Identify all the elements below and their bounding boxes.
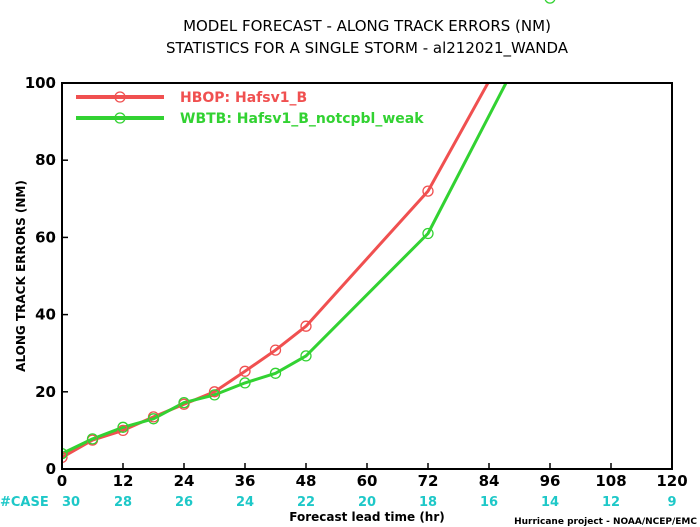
credit-text: Hurricane project - NOAA/NCEP/EMC — [514, 517, 697, 527]
x-tick-label: 36 — [235, 472, 256, 490]
series-0-marker — [62, 451, 68, 464]
legend-marker-wbtb — [114, 112, 126, 124]
case-count: 20 — [358, 495, 376, 510]
series-1-marker — [300, 350, 312, 362]
case-count: 14 — [541, 495, 559, 510]
series-1-marker — [178, 396, 190, 409]
case-count: 18 — [419, 495, 437, 510]
x-tick-label: 96 — [540, 472, 561, 490]
y-tick-label: 100 — [25, 74, 56, 92]
x-tick-label: 48 — [296, 472, 317, 490]
series-0-marker — [117, 424, 129, 437]
x-axis: 0 12 24 36 48 60 72 84 96 108 120 — [57, 463, 688, 490]
marker-layer — [62, 185, 434, 464]
x-tick-label: 120 — [656, 472, 687, 490]
y-tick-label: 40 — [35, 306, 56, 324]
x-tick-label: 108 — [595, 472, 626, 490]
legend-label-wbtb: WBTB: Hafsv1_B_notcpbl_weak — [180, 111, 424, 127]
case-count-row: 30 28 26 24 22 20 18 16 14 12 9 — [62, 495, 677, 510]
plot-frame — [61, 82, 673, 470]
series-1-marker — [269, 367, 282, 379]
x-tick-label: 72 — [418, 472, 439, 490]
case-count: 9 — [667, 495, 676, 510]
x-tick-label: 24 — [174, 472, 195, 490]
series-0-marker — [208, 386, 221, 398]
case-count: 26 — [175, 495, 193, 510]
case-count: 16 — [480, 495, 498, 510]
legend: HBOP: Hafsv1_B WBTB: Hafsv1_B_notcpbl_we… — [76, 90, 424, 127]
series-1-marker — [86, 433, 99, 445]
series-1-marker — [422, 227, 434, 240]
series-1-marker — [117, 421, 129, 433]
x-axis-title: Forecast lead time (hr) — [289, 510, 445, 524]
chart-title-line2: STATISTICS FOR A SINGLE STORM - al212021… — [166, 39, 569, 58]
series-1-marker — [239, 377, 251, 389]
series-1-marker — [62, 447, 68, 460]
chart-title-line1: MODEL FORECAST - ALONG TRACK ERRORS (NM) — [183, 17, 551, 35]
case-count: 30 — [62, 495, 80, 510]
series-0-marker — [269, 344, 282, 356]
series-line-0 — [62, 83, 490, 459]
series-layer — [62, 83, 508, 459]
x-tick-label: 12 — [113, 472, 134, 490]
series-1-marker — [147, 413, 160, 425]
x-tick-label: 60 — [357, 472, 378, 490]
x-tick-label: 0 — [57, 472, 67, 490]
y-axis-title: ALONG TRACK ERRORS (NM) — [14, 180, 28, 372]
series-0-marker — [239, 365, 251, 377]
x-tick-label: 84 — [479, 472, 500, 490]
case-label: #CASE — [0, 495, 49, 510]
series-1-marker — [208, 389, 221, 401]
y-axis: 0 20 40 60 80 100 — [25, 74, 68, 478]
y-tick-label: 80 — [35, 151, 56, 169]
series-0-marker — [300, 320, 312, 332]
y-tick-label: 0 — [46, 460, 56, 478]
legend-marker-hbop — [114, 91, 126, 103]
y-tick-label: 60 — [35, 228, 56, 246]
legend-label-hbop: HBOP: Hafsv1_B — [180, 90, 307, 106]
case-count: 24 — [236, 495, 254, 510]
series-0-marker — [422, 185, 434, 197]
y-tick-label: 20 — [35, 383, 56, 401]
case-count: 22 — [297, 495, 315, 510]
series-1-marker — [544, 0, 556, 4]
series-line-1 — [62, 83, 508, 455]
outside-marker-layer — [544, 0, 556, 4]
case-count: 12 — [602, 495, 620, 510]
case-count: 28 — [114, 495, 132, 510]
